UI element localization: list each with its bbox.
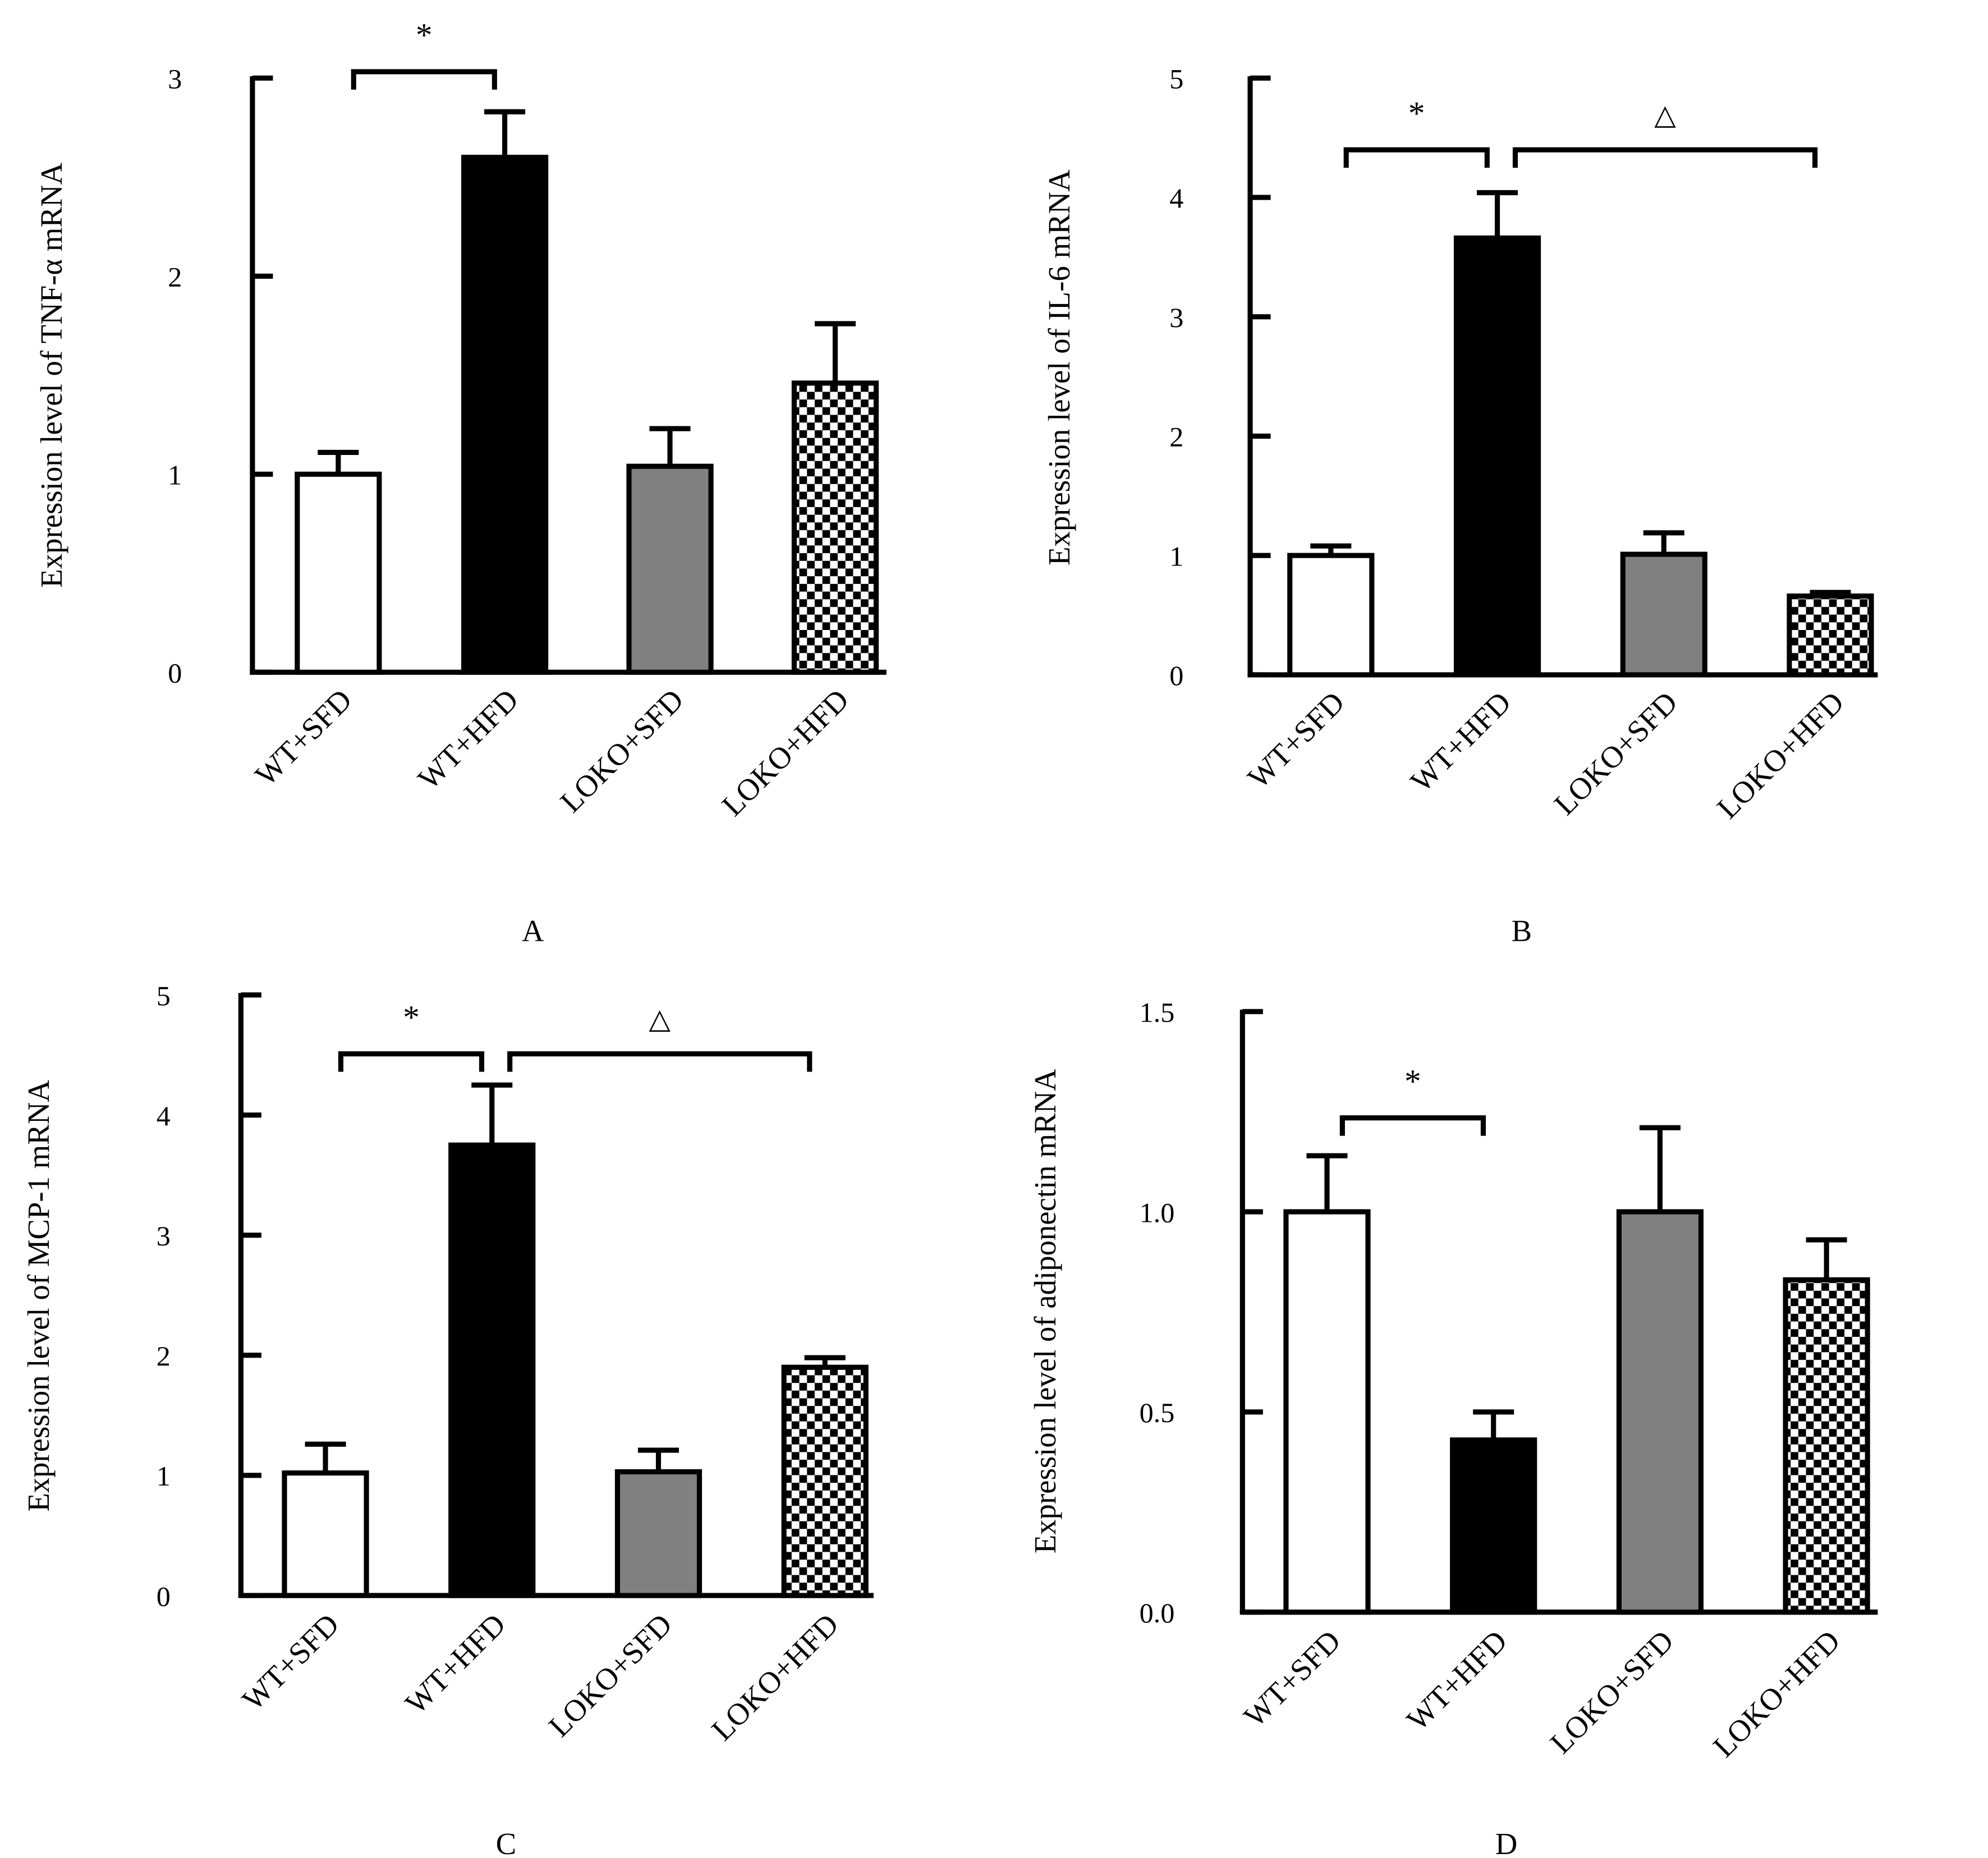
y-axis-title: Expression level of adiponectin mRNA [1028, 1069, 1062, 1553]
y-axis-title: Expression level of TNF-α mRNA [34, 162, 68, 587]
category-label: LOKO+SFD [542, 1607, 679, 1744]
y-tick-label: 3 [168, 63, 182, 94]
category-label: LOKO+HFD [1706, 1624, 1847, 1764]
bar-wt-sfd [1287, 553, 1375, 678]
y-tick-label: 4 [1169, 182, 1183, 214]
category-label: LOKO+SFD [553, 682, 690, 819]
significance-symbol: * [1404, 1063, 1421, 1100]
y-tick-label: 2 [168, 261, 182, 293]
chart-panel-d: 0.0 0.5 1.0 1.5 Expression level of adiponec… [1028, 996, 1878, 1858]
chart-panel-a: 0 1 2 3 Expression level of TNF-α mRNA WT+SFD… [34, 16, 887, 948]
bar-wt-hfd [461, 154, 549, 675]
bar-loko-hfd [791, 380, 879, 675]
y-tick-label: 5 [157, 980, 171, 1011]
significance-bracket [1512, 147, 1818, 168]
y-tick-label: 3 [1169, 302, 1183, 333]
y-tick-label: 0.5 [1140, 1397, 1175, 1428]
category-label: LOKO+HFD [705, 1607, 845, 1747]
bar-loko-sfd [614, 1469, 703, 1598]
category-label: LOKO+HFD [715, 682, 855, 822]
bar-loko-sfd [1620, 551, 1707, 678]
y-axis-title: Expression level of MCP-1 mRNA [21, 1080, 56, 1512]
category-label: WT+SFD [1241, 685, 1351, 795]
significance-symbol: △ [1654, 99, 1676, 130]
y-tick-label: 1.5 [1140, 996, 1175, 1028]
panel-label: C [496, 1827, 517, 1858]
category-label: WT+HFD [1404, 685, 1518, 799]
significance-bracket [351, 69, 497, 90]
significance-symbol: * [416, 16, 433, 53]
y-tick-label: 1 [168, 459, 182, 491]
bar-wt-hfd [448, 1142, 536, 1598]
bar-loko-sfd [1616, 1209, 1704, 1615]
y-tick-label: 5 [1169, 63, 1183, 94]
y-tick-label: 3 [157, 1220, 171, 1252]
panel-label: A [522, 914, 544, 948]
y-tick-label: 4 [157, 1100, 171, 1132]
y-axis-title: Expression level of IL-6 mRNA [1042, 169, 1076, 565]
y-tick-label: 0 [1169, 660, 1183, 691]
category-label: WT+SFD [236, 1607, 346, 1717]
significance-symbol: * [1408, 94, 1425, 131]
y-tick-label: 1 [1169, 540, 1183, 572]
bar-loko-sfd [626, 463, 714, 675]
y-tick-label: 1.0 [1140, 1197, 1175, 1228]
bar-loko-hfd [781, 1364, 869, 1598]
category-label: WT+HFD [1400, 1624, 1514, 1737]
category-label: LOKO+SFD [1544, 1624, 1681, 1760]
y-tick-label: 0 [157, 1580, 171, 1612]
category-label: WT+SFD [248, 682, 358, 792]
bar-wt-hfd [1453, 235, 1541, 678]
bar-wt-hfd [1450, 1437, 1537, 1615]
panel-label: D [1495, 1827, 1518, 1858]
bar-loko-hfd [1783, 1277, 1870, 1615]
significance-bracket [338, 1051, 485, 1072]
chart-panel-b: 0 1 2 3 4 5 Expression level of IL-6 mRNA WT+SF… [1042, 63, 1878, 948]
bar-wt-sfd [1283, 1209, 1371, 1615]
chart-panel-c: 0 1 2 3 4 5 Expression level of MCP-1 mRNA WT+S… [21, 980, 874, 1858]
significance-symbol: * [403, 999, 420, 1036]
y-tick-label: 2 [157, 1340, 171, 1372]
category-label: LOKO+HFD [1710, 685, 1851, 825]
y-tick-label: 1 [157, 1460, 171, 1492]
significance-bracket [1339, 1115, 1486, 1136]
panel-label: B [1512, 914, 1532, 948]
bar-wt-sfd [282, 1470, 369, 1598]
significance-bracket [507, 1051, 812, 1072]
category-label: LOKO+SFD [1548, 685, 1684, 822]
category-label: WT+SFD [1237, 1624, 1347, 1733]
category-label: WT+HFD [398, 1607, 512, 1721]
significance-symbol: △ [649, 1003, 671, 1034]
y-tick-label: 0 [168, 657, 182, 689]
significance-bracket [1343, 147, 1490, 168]
y-tick-label: 2 [1169, 421, 1183, 453]
bar-loko-hfd [1787, 593, 1874, 678]
y-tick-label: 0.0 [1140, 1597, 1175, 1629]
category-label: WT+HFD [411, 682, 525, 796]
bar-wt-sfd [295, 471, 382, 675]
